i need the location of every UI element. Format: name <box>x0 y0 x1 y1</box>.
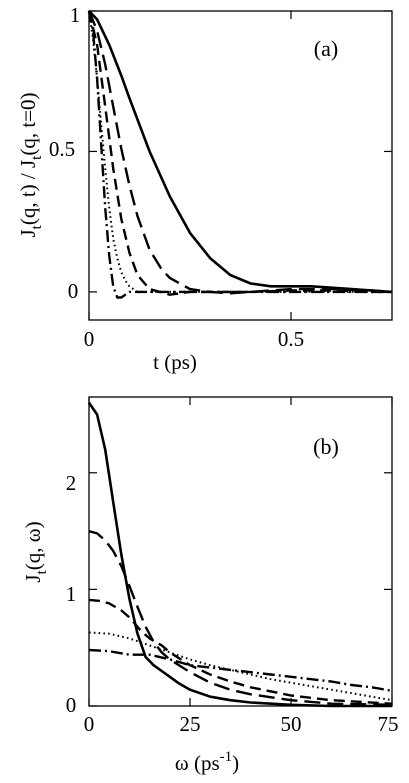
panel-b-xtick-label: 50 <box>281 712 302 736</box>
panel-a-ytick-label: 0.5 <box>49 137 75 161</box>
panel-b-series-dotted <box>88 631 393 702</box>
panel-a-xtick-label: 0.5 <box>278 327 304 351</box>
panel-b: 0 1 2 0 25 50 75 ω (ps-1) Jt(q, ω) (b) <box>21 396 399 775</box>
panel-b-xtick-label: 75 <box>378 712 399 736</box>
panel-a-series-dash-dot <box>87 10 392 299</box>
panel-a-y-axis-label: Jt(q, t) / Jt(q, t=0) <box>16 92 45 237</box>
panel-a-series <box>87 10 393 299</box>
panel-a-series-medium-dash <box>87 10 392 296</box>
panel-b-ytick-label: 2 <box>66 471 77 495</box>
panel-b-xtick-label: 0 <box>84 712 95 736</box>
panel-b-series-long-dash <box>88 529 393 706</box>
panel-a-series-dotted <box>88 10 392 293</box>
panel-a-plot-frame <box>88 10 393 321</box>
panel-b-plot-frame <box>88 396 393 707</box>
panel-b-y-axis-label: Jt(q, ω) <box>21 521 50 582</box>
panel-b-series-solid <box>87 402 392 708</box>
panel-b-xtick-label: 25 <box>180 712 201 736</box>
panel-a-x-axis-label: t (ps) <box>153 350 197 374</box>
panel-a-label: (a) <box>314 36 338 61</box>
panel-a-xtick-label: 0 <box>84 327 95 351</box>
panel-b-ticks <box>88 397 393 707</box>
panel-b-series <box>87 402 393 708</box>
panel-a-ytick-label: 0 <box>68 279 79 303</box>
panel-a: 0 0.5 1 0 0.5 t (ps) Jt(q, t) / Jt(q, t=… <box>16 3 393 374</box>
panel-b-ytick-label: 1 <box>66 582 77 606</box>
panel-b-label: (b) <box>313 434 339 459</box>
panel-a-series-solid <box>88 10 393 294</box>
panel-b-x-axis-label: ω (ps-1) <box>175 749 239 775</box>
panel-a-ticks <box>88 10 392 320</box>
panel-b-ytick-label: 0 <box>66 693 77 717</box>
panel-a-series-long-dash <box>87 10 393 295</box>
panel-b-series-medium-dash <box>88 598 393 705</box>
panel-b-series-dash-dot <box>88 648 393 692</box>
panel-a-ytick-label: 1 <box>70 3 81 27</box>
